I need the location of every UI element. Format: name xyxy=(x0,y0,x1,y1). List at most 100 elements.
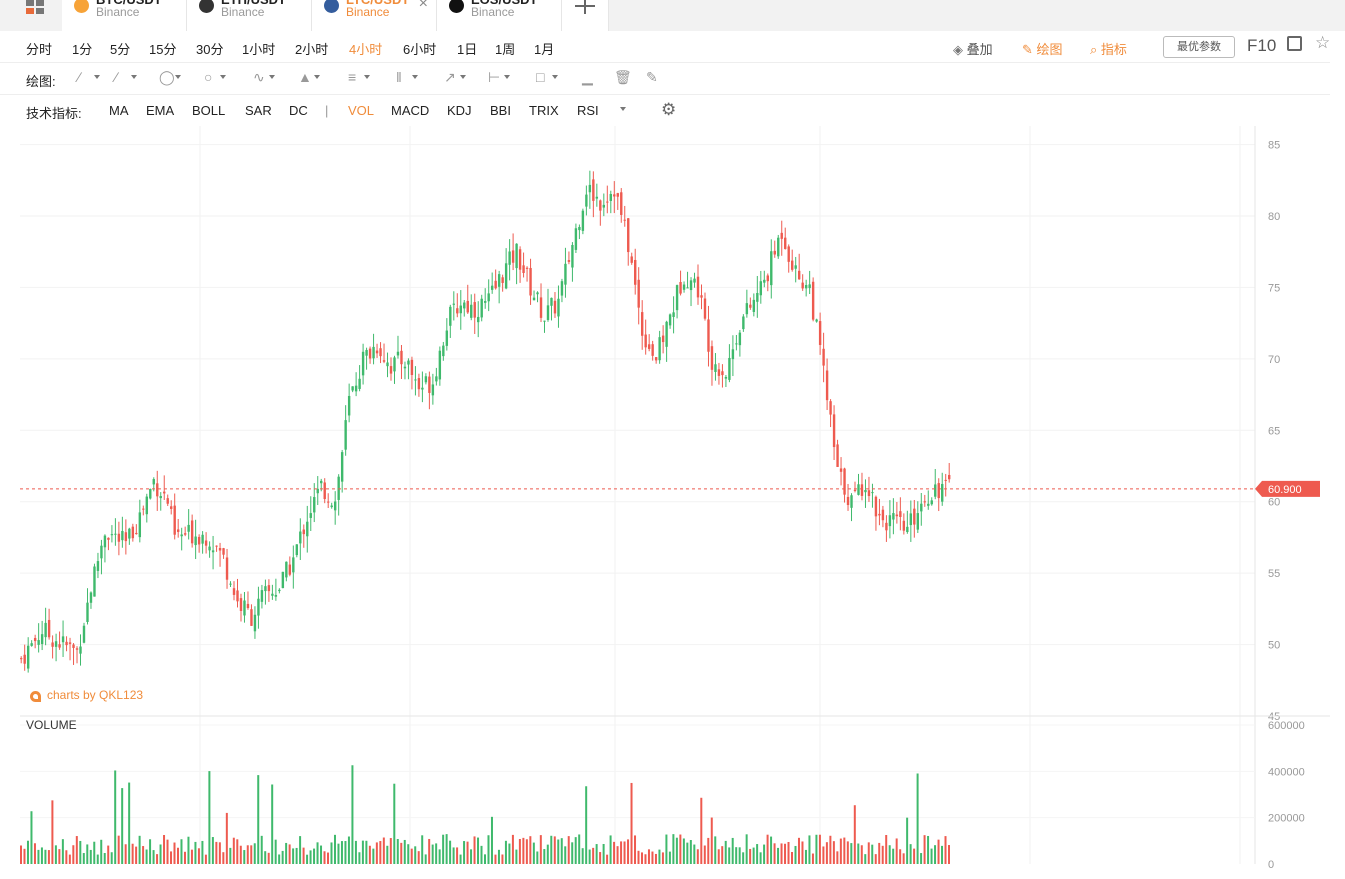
fullscreen-icon[interactable] xyxy=(1287,36,1302,51)
candle-body xyxy=(609,193,612,201)
volume-bar xyxy=(264,851,267,864)
period-2[interactable]: 5分 xyxy=(110,42,131,57)
candle-body xyxy=(815,319,818,322)
candle-body xyxy=(752,299,756,312)
volume-bar xyxy=(354,840,357,864)
volume-bar xyxy=(278,854,281,864)
period-9[interactable]: 1日 xyxy=(457,42,478,57)
candle-body xyxy=(333,501,337,511)
arrow-tool-icon[interactable]: ↗ xyxy=(444,69,470,87)
pen-icon[interactable]: ✎ xyxy=(646,69,658,85)
indicator-sar[interactable]: SAR xyxy=(245,103,272,118)
add-tab-button[interactable] xyxy=(562,0,609,31)
candle-body xyxy=(728,357,731,380)
candle-body xyxy=(37,640,40,645)
indicator-button[interactable]: ⌕ 指标 xyxy=(1090,42,1127,57)
candle-body xyxy=(672,312,675,317)
candle-body xyxy=(100,545,103,559)
candle-body xyxy=(295,544,299,556)
candle-body xyxy=(721,371,724,376)
measure-tool-icon[interactable]: ⊢ xyxy=(488,69,514,87)
tab-eos-usdt[interactable]: EOS/USDTBinance xyxy=(437,0,562,31)
candle-body xyxy=(616,193,619,197)
tab-ltc-usdt[interactable]: LTC/USDTBinance × xyxy=(312,0,437,31)
period-10[interactable]: 1周 xyxy=(495,42,516,57)
volume-bar xyxy=(686,842,689,864)
tab-btc-usdt[interactable]: BTC/USDTBinance xyxy=(62,0,187,31)
indicator-ma[interactable]: MA xyxy=(109,103,129,118)
period-5[interactable]: 1小时 xyxy=(242,42,276,57)
tab-eth-usdt[interactable]: ETH/USDTBinance xyxy=(187,0,312,31)
grid-menu-icon[interactable] xyxy=(26,0,48,16)
volume-bar xyxy=(417,851,420,864)
volume-bar xyxy=(225,812,228,864)
indicator-macd[interactable]: MACD xyxy=(391,103,430,118)
candlestick-chart[interactable]: 45 50 55 60 65 70 75 80 85 0 200000 400000 600000 60.… xyxy=(0,126,1345,879)
candle-body xyxy=(941,483,944,502)
candle-body xyxy=(344,420,347,450)
more-indicators-dropdown[interactable] xyxy=(620,101,646,119)
indicator-ema[interactable]: EMA xyxy=(146,103,175,118)
indicator-dc[interactable]: DC xyxy=(289,103,308,118)
star-icon[interactable]: ☆ xyxy=(1315,33,1331,52)
best-params-button[interactable]: 最优参数 xyxy=(1163,36,1235,58)
pattern-tool-icon[interactable]: ▲ xyxy=(298,69,324,87)
candle-body xyxy=(208,546,211,551)
overlay-button[interactable]: ◈ 叠加 xyxy=(953,42,993,57)
volume-bar xyxy=(271,784,274,864)
period-3[interactable]: 15分 xyxy=(149,42,177,57)
indicator-trix[interactable]: TRIX xyxy=(529,103,559,118)
close-tab-icon[interactable]: × xyxy=(418,0,428,12)
bar-tool-icon[interactable]: ▁ xyxy=(582,69,593,85)
period-1[interactable]: 1分 xyxy=(72,42,93,57)
zigzag-tool-icon[interactable]: ∿ xyxy=(253,69,279,87)
volume-bar xyxy=(546,844,549,864)
indicator-vol[interactable]: VOL xyxy=(348,103,375,118)
candle-body xyxy=(239,598,243,611)
indicator-rsi[interactable]: RSI xyxy=(577,103,599,118)
grid-tool-icon[interactable]: ‖ xyxy=(396,69,422,87)
indicator-kdj[interactable]: KDJ xyxy=(447,103,472,118)
channel-tool-icon[interactable]: ◯ xyxy=(159,69,185,87)
period-11[interactable]: 1月 xyxy=(534,42,555,57)
tab-symbol: EOS/USDT xyxy=(471,0,537,7)
indicator-bbi[interactable]: BBI xyxy=(490,103,511,118)
volume-bar xyxy=(710,817,713,864)
candle-body xyxy=(358,378,361,389)
volume-bar xyxy=(288,844,291,864)
f10-button[interactable]: F10 xyxy=(1247,36,1277,55)
volume-bar xyxy=(414,846,417,864)
volume-bar xyxy=(117,835,120,864)
candle-body xyxy=(47,619,51,638)
candle-body xyxy=(627,218,630,253)
volume-bar xyxy=(853,805,856,864)
candle-body xyxy=(428,376,431,393)
price-tick-label: 70 xyxy=(1268,354,1280,366)
volume-bar xyxy=(564,846,567,864)
candle-body xyxy=(850,495,853,508)
period-4[interactable]: 30分 xyxy=(196,42,224,57)
period-7[interactable]: 4小时 xyxy=(349,42,383,57)
last-price-badge xyxy=(1255,480,1320,497)
fibonacci-tool-icon[interactable]: ≡ xyxy=(348,69,374,87)
line-tool-icon[interactable]: ∕ xyxy=(78,69,104,87)
draw-button[interactable]: ✎ 绘图 xyxy=(1022,42,1063,57)
volume-bar xyxy=(358,852,361,864)
candle-body xyxy=(438,350,442,380)
candle-body xyxy=(302,529,305,535)
ray-tool-icon[interactable]: ∕ xyxy=(115,69,141,87)
volume-bar xyxy=(606,854,609,864)
candle-body xyxy=(679,282,682,294)
ellipse-tool-icon[interactable]: ○ xyxy=(204,69,230,87)
indicator-boll[interactable]: BOLL xyxy=(192,103,226,118)
period-8[interactable]: 6小时 xyxy=(403,42,437,57)
period-6[interactable]: 2小时 xyxy=(295,42,329,57)
settings-gear-icon[interactable]: ⚙ xyxy=(661,100,677,119)
volume-bar xyxy=(250,845,253,864)
volume-bar xyxy=(239,845,242,864)
trash-icon[interactable]: 🗑 xyxy=(614,69,632,85)
volume-title: VOLUME xyxy=(26,718,77,732)
period-0[interactable]: 分时 xyxy=(26,42,53,57)
comment-tool-icon[interactable]: □ xyxy=(536,69,562,87)
candle-body xyxy=(250,609,253,626)
